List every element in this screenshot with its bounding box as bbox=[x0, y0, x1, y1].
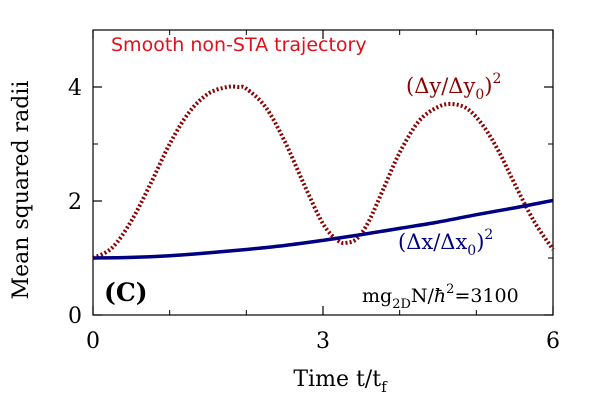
y-tick-label: 0 bbox=[68, 304, 82, 329]
x-axis-label-main: Time t/t bbox=[293, 367, 381, 392]
x-tick-label: 0 bbox=[86, 329, 100, 354]
x-tick-label: 3 bbox=[316, 329, 330, 354]
trajectory-annotation: Smooth non-STA trajectory bbox=[111, 34, 367, 56]
y-tick-label: 4 bbox=[68, 76, 82, 101]
param-annotation: mg2DN/ħ2=3100 bbox=[362, 282, 519, 312]
x-tick-label: 6 bbox=[546, 329, 560, 354]
panel-label: (C) bbox=[104, 278, 148, 307]
y-axis-label: Mean squared radii bbox=[9, 81, 34, 300]
x-axis-label-sub: f bbox=[381, 378, 388, 396]
series-layer bbox=[92, 84, 555, 260]
series-line-0 bbox=[92, 84, 555, 260]
y-tick-label: 2 bbox=[68, 190, 82, 215]
x-axis-label: Time t/tf bbox=[293, 367, 388, 396]
axes: 0 3 6 0 2 4 bbox=[68, 29, 560, 354]
series-label-dy: (Δy/Δy0)2 bbox=[406, 71, 501, 103]
series-line-1 bbox=[92, 198, 554, 260]
plot-frame bbox=[92, 29, 554, 316]
series-label-dx: (Δx/Δx0)2 bbox=[398, 227, 493, 259]
